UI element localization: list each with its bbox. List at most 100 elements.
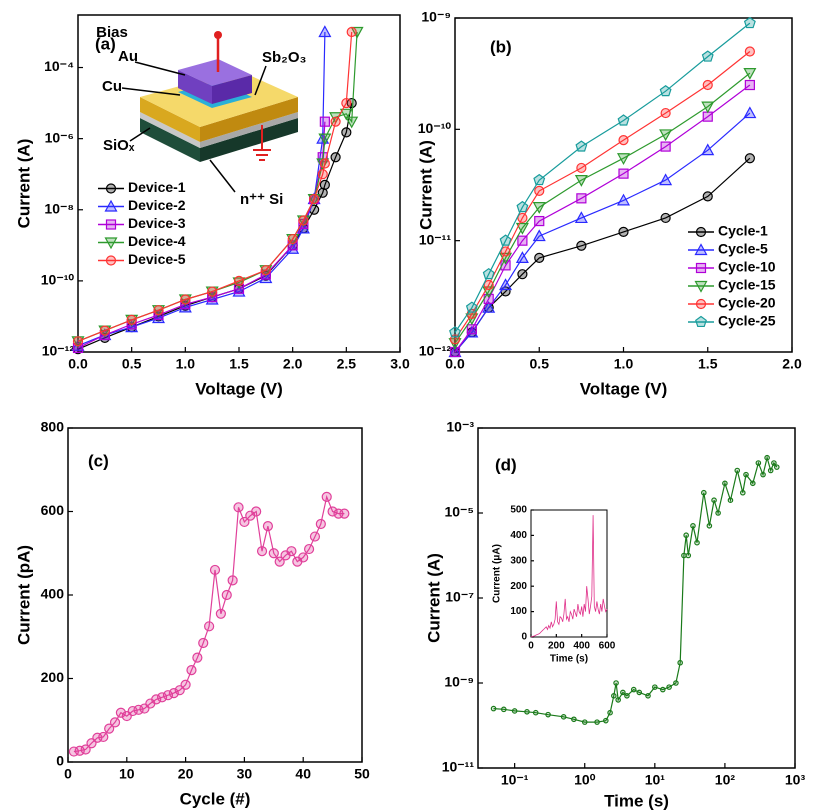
device-schematic [121, 31, 298, 193]
marker [515, 251, 529, 264]
marker [702, 79, 713, 91]
y-tick-label: 10⁻¹¹ [442, 759, 475, 775]
marker [204, 621, 215, 632]
marker [215, 608, 226, 619]
x-tick-label: 1.5 [229, 355, 249, 371]
marker [162, 690, 174, 701]
marker [659, 129, 673, 142]
marker [465, 325, 479, 338]
marker [695, 315, 707, 328]
y-axis-label: Current (pA) [14, 545, 33, 645]
marker [618, 226, 629, 237]
x-tick-label: 10⁻¹ [501, 771, 529, 787]
marker [722, 480, 728, 487]
marker [616, 153, 631, 165]
marker [603, 717, 609, 724]
y-tick-label: 10⁻¹¹ [419, 231, 452, 247]
marker [685, 552, 692, 559]
x-axis-label: Cycle (#) [180, 789, 251, 808]
annotation: Sb₂O₃ [262, 49, 307, 66]
x-tick-label: 10¹ [645, 771, 666, 787]
annotation: Cu [102, 78, 122, 95]
marker [317, 169, 328, 180]
marker [303, 543, 315, 555]
marker [659, 84, 672, 97]
series-line [493, 455, 778, 723]
marker [715, 510, 721, 516]
series-line [454, 112, 751, 353]
y-axis-label: Current (A) [424, 553, 443, 643]
marker [339, 108, 353, 121]
x-tick-label: 10³ [785, 771, 806, 787]
marker [330, 152, 341, 163]
marker [499, 278, 513, 291]
y-tick-label: 200 [510, 581, 527, 592]
marker [660, 107, 671, 119]
marker [755, 460, 762, 466]
marker [341, 97, 352, 109]
marker [683, 532, 689, 539]
legend-label: Cycle-25 [718, 313, 776, 329]
annotation: Bias [96, 24, 128, 41]
marker [327, 506, 338, 517]
marker [660, 686, 666, 693]
marker [613, 680, 619, 686]
marker [574, 211, 588, 224]
marker [104, 199, 118, 212]
y-tick-label: 10⁻¹² [42, 343, 75, 359]
marker [233, 502, 244, 513]
marker [192, 652, 203, 663]
marker [576, 240, 587, 251]
marker [168, 688, 179, 699]
marker [319, 179, 330, 191]
marker [298, 552, 309, 563]
marker [500, 260, 511, 271]
panel-label: (d) [495, 455, 517, 474]
legend-label: Cycle-5 [718, 241, 768, 257]
marker [575, 140, 588, 152]
marker [256, 546, 268, 557]
x-axis-label: Time (s) [604, 791, 669, 810]
y-axis-label: Current (A) [14, 139, 33, 229]
marker [681, 552, 687, 559]
legend-label: Device-4 [128, 233, 186, 249]
marker [750, 480, 756, 487]
y-tick-label: 800 [41, 419, 65, 435]
marker [260, 265, 271, 276]
y-tick-label: 400 [41, 586, 65, 602]
marker [309, 531, 321, 542]
marker [156, 692, 168, 703]
marker [516, 200, 529, 213]
marker [694, 539, 700, 546]
marker [151, 694, 162, 705]
marker [594, 719, 600, 725]
marker [744, 46, 755, 57]
marker [659, 173, 673, 186]
y-axis-label: Current (μA) [492, 544, 503, 603]
marker [517, 235, 528, 246]
marker [268, 548, 279, 559]
marker [652, 684, 658, 690]
marker [532, 229, 546, 242]
marker [532, 709, 539, 716]
panel-label: (b) [490, 37, 512, 56]
x-tick-label: 50 [354, 765, 370, 781]
annotation: n⁺⁺ Si [240, 191, 283, 208]
marker [346, 26, 357, 38]
marker [153, 305, 164, 316]
y-tick-label: 0 [56, 753, 64, 769]
marker [615, 697, 621, 703]
series-line [454, 84, 751, 353]
marker [105, 183, 117, 194]
marker [701, 50, 714, 62]
marker [560, 714, 567, 720]
marker [694, 280, 708, 293]
x-tick-label: 20 [178, 765, 194, 781]
marker [774, 464, 780, 470]
x-tick-label: 0.5 [530, 355, 550, 371]
marker [660, 141, 671, 152]
marker [677, 659, 683, 666]
marker [701, 143, 715, 156]
marker [490, 705, 497, 712]
